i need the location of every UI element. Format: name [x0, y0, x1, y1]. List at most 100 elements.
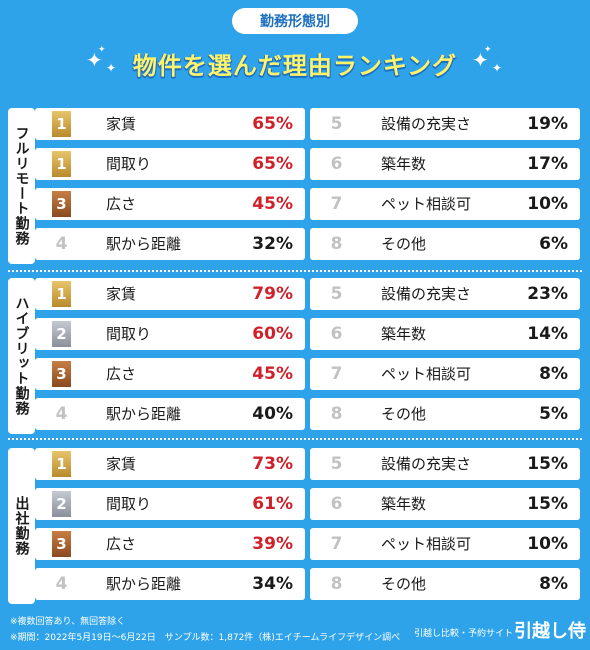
bronze-medal-icon: 3	[52, 361, 71, 387]
ranking-row: 7 ペット相談可 10%	[310, 188, 580, 220]
ranking-value: 39%	[252, 534, 293, 554]
ranking-label: 設備の充実さ	[381, 455, 472, 473]
ranking-value: 15%	[527, 494, 568, 514]
silver-medal-icon: 2	[52, 491, 71, 517]
ranking-row: 8 その他 8%	[310, 568, 580, 600]
group-label: 出社勤務	[8, 448, 35, 604]
ranking-label: 間取り	[106, 495, 152, 513]
ranking-label: 間取り	[106, 325, 152, 343]
ranking-value: 10%	[527, 534, 568, 554]
ranking-label: 設備の充実さ	[381, 115, 472, 133]
ranking-value: 65%	[252, 114, 293, 134]
ranking-value: 5%	[539, 404, 568, 424]
group-label: フルリモート勤務	[8, 108, 35, 264]
ranking-value: 8%	[539, 574, 568, 594]
ranking-row: 7 ペット相談可 8%	[310, 358, 580, 390]
ranking-value: 45%	[252, 364, 293, 384]
rank-number: 5	[330, 284, 343, 304]
ranking-row: 8 その他 6%	[310, 228, 580, 260]
ranking-row: 1 家賃 65%	[35, 108, 305, 140]
ranking-row: 1 間取り 65%	[35, 148, 305, 180]
ranking-value: 8%	[539, 364, 568, 384]
ranking-value: 19%	[527, 114, 568, 134]
rank-number: 5	[330, 114, 343, 134]
ranking-label: ペット相談可	[381, 535, 472, 553]
rank-number: 8	[330, 234, 343, 254]
ranking-label: その他	[381, 575, 427, 593]
ranking-row: 5 設備の充実さ 15%	[310, 448, 580, 480]
sparkle-icon: ✦	[98, 45, 106, 55]
silver-medal-icon: 2	[52, 321, 71, 347]
ranking-value: 34%	[252, 574, 293, 594]
ranking-row: 4 駅から距離 34%	[35, 568, 305, 600]
ranking-row: 7 ペット相談可 10%	[310, 528, 580, 560]
group-label-text: ハイブリット勤務	[13, 296, 30, 416]
ranking-label: 間取り	[106, 155, 152, 173]
ranking-label: 家賃	[106, 455, 137, 473]
ranking-label: 築年数	[381, 325, 427, 343]
ranking-label: 駅から距離	[106, 235, 182, 253]
ranking-label: 駅から距離	[106, 575, 182, 593]
ranking-value: 14%	[527, 324, 568, 344]
ranking-label: 駅から距離	[106, 405, 182, 423]
ranking-row: 4 駅から距離 40%	[35, 398, 305, 430]
ranking-row: 3 広さ 45%	[35, 188, 305, 220]
rank-number: 6	[330, 324, 343, 344]
ranking-label: 家賃	[106, 285, 137, 303]
ranking-row: 6 築年数 17%	[310, 148, 580, 180]
ranking-value: 15%	[527, 454, 568, 474]
ranking-label: 設備の充実さ	[381, 285, 472, 303]
ranking-value: 32%	[252, 234, 293, 254]
group-divider	[8, 270, 582, 272]
ranking-row: 2 間取り 60%	[35, 318, 305, 350]
header-badge: 勤務形態別	[232, 8, 358, 34]
ranking-row: 8 その他 5%	[310, 398, 580, 430]
ranking-row: 1 家賃 79%	[35, 278, 305, 310]
ranking-group: 出社勤務 1 家賃 73% 2 間取り 61% 3 広さ 39% 4 駅から距離 34% 5 設備の充実さ 1…	[8, 448, 582, 604]
ranking-label: 築年数	[381, 155, 427, 173]
ranking-label: 家賃	[106, 115, 137, 133]
rank-number: 7	[330, 364, 343, 384]
ranking-label: 広さ	[106, 195, 137, 213]
ranking-label: その他	[381, 405, 427, 423]
ranking-row: 2 間取り 61%	[35, 488, 305, 520]
rank-number: 4	[55, 404, 68, 424]
ranking-row: 6 築年数 14%	[310, 318, 580, 350]
ranking-value: 17%	[527, 154, 568, 174]
gold-medal-icon: 1	[52, 281, 71, 307]
rank-number: 8	[330, 404, 343, 424]
ranking-value: 6%	[539, 234, 568, 254]
rank-number: 7	[330, 534, 343, 554]
rank-number: 4	[55, 574, 68, 594]
rank-number: 5	[330, 454, 343, 474]
ranking-value: 73%	[252, 454, 293, 474]
bronze-medal-icon: 3	[52, 531, 71, 557]
sparkle-icon: ✦	[86, 48, 103, 72]
ranking-row: 4 駅から距離 32%	[35, 228, 305, 260]
ranking-value: 61%	[252, 494, 293, 514]
ranking-label: その他	[381, 235, 427, 253]
ranking-value: 45%	[252, 194, 293, 214]
footnote-period: ※期間：2022年5月19日〜6月22日 サンプル数：1,872件（株)エイチー…	[10, 633, 401, 643]
brand-logo: 引越し侍	[514, 621, 586, 642]
group-label: ハイブリット勤務	[8, 278, 35, 434]
ranking-label: ペット相談可	[381, 365, 472, 383]
ranking-label: 築年数	[381, 495, 427, 513]
ranking-value: 40%	[252, 404, 293, 424]
bronze-medal-icon: 3	[52, 191, 71, 217]
ranking-label: ペット相談可	[381, 195, 472, 213]
ranking-row: 3 広さ 39%	[35, 528, 305, 560]
rank-number: 6	[330, 154, 343, 174]
ranking-label: 広さ	[106, 365, 137, 383]
footnote-multiple-answers: ※複数回答あり、無回答除く	[10, 617, 126, 627]
ranking-value: 60%	[252, 324, 293, 344]
rank-number: 4	[55, 234, 68, 254]
group-label-text: 出社勤務	[13, 496, 30, 556]
ranking-group: ハイブリット勤務 1 家賃 79% 2 間取り 60% 3 広さ 45% 4 駅から距離 40% 5 設備の…	[8, 278, 582, 434]
ranking-label: 広さ	[106, 535, 137, 553]
rank-number: 7	[330, 194, 343, 214]
ranking-row: 1 家賃 73%	[35, 448, 305, 480]
ranking-value: 10%	[527, 194, 568, 214]
sparkle-icon: ✦	[492, 61, 503, 75]
group-divider	[8, 438, 582, 440]
